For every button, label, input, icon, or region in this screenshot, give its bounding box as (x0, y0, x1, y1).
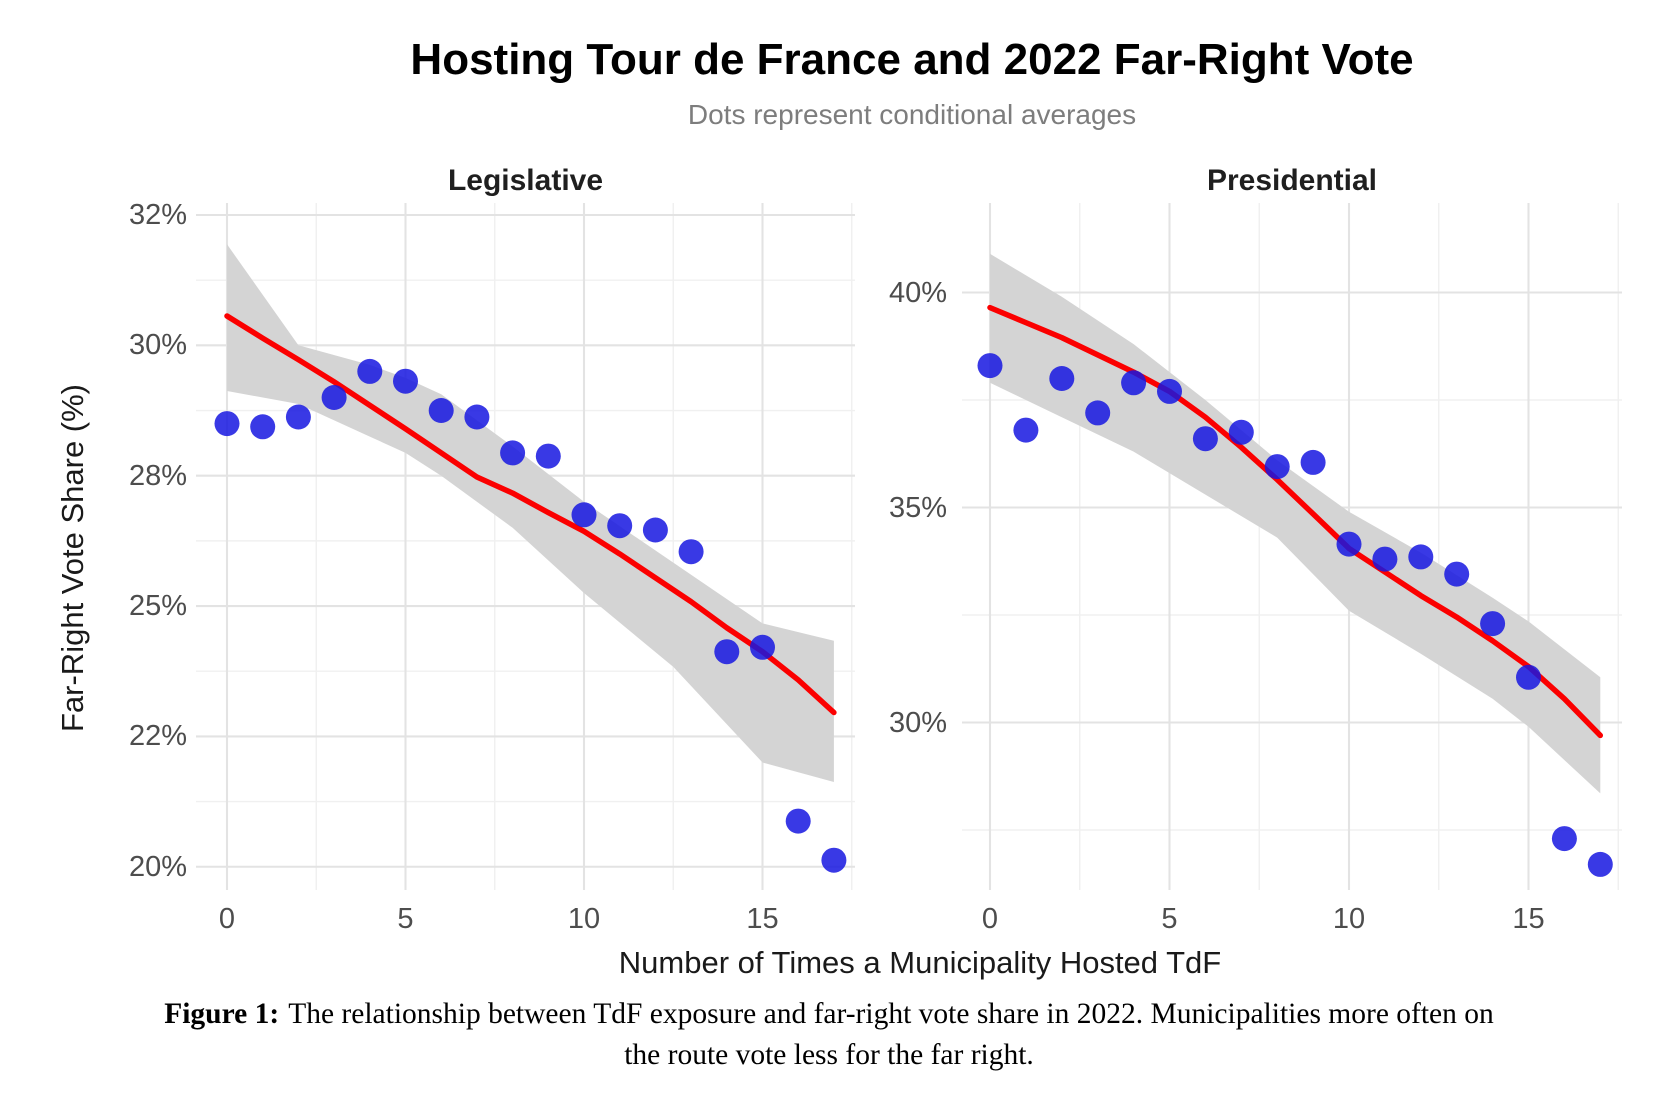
figure-caption: Figure 1: The relationship between TdF ex… (0, 994, 1658, 1076)
confidence-band (227, 244, 834, 783)
caption-label: Figure 1: (164, 998, 280, 1030)
data-point (1336, 531, 1362, 557)
data-point (464, 404, 490, 430)
data-point (1192, 426, 1218, 452)
data-point (642, 517, 668, 543)
data-point (250, 414, 276, 440)
data-point (977, 353, 1003, 379)
y-tick-label: 22% (128, 720, 187, 753)
data-point (1085, 400, 1111, 426)
trend-line (224, 313, 837, 716)
y-tick-label: 40% (888, 276, 947, 309)
data-point (428, 398, 454, 423)
data-point (393, 368, 418, 394)
chart-subtitle: Dots represent conditional averages (687, 99, 1137, 130)
x-tick-label: 10 (567, 903, 601, 935)
data-point (1013, 417, 1039, 443)
data-point (785, 808, 811, 834)
x-tick-label: 10 (1332, 903, 1366, 935)
y-tick-label: 32% (128, 199, 187, 231)
caption-line-2: the route vote less for the far right. (624, 1039, 1034, 1071)
data-point (1157, 378, 1182, 404)
caption-line-1: Figure 1: The relationship between TdF ex… (164, 998, 1494, 1030)
y-tick-label: 20% (128, 850, 187, 883)
data-point (714, 639, 740, 665)
data-point (1444, 561, 1470, 587)
data-point (535, 443, 561, 469)
x-tick-label: 0 (981, 903, 999, 935)
data-point (357, 358, 383, 384)
y-tick-label: 30% (128, 329, 187, 362)
y-axis-title: Far-Right Vote Share (%) (55, 383, 90, 733)
data-point (1408, 544, 1434, 570)
y-tick-label: 28% (128, 459, 187, 492)
data-point (1121, 370, 1147, 396)
data-point (1587, 851, 1613, 877)
x-tick-label: 5 (397, 903, 414, 935)
y-tick-label: 35% (888, 491, 947, 524)
x-axis-title: Number of Times a Municipality Hosted Td… (618, 945, 1222, 980)
y-tick-label: 30% (888, 706, 947, 739)
panel-title-legislative: Legislative (447, 164, 604, 197)
data-point (1264, 454, 1290, 480)
data-point (571, 502, 597, 528)
x-tick-label: 15 (1512, 903, 1545, 935)
x-tick-label: 15 (746, 903, 779, 935)
confidence-band (990, 253, 1601, 794)
x-tick-label: 5 (1161, 903, 1178, 935)
panel-legislative-plot (196, 203, 855, 890)
data-point (1551, 826, 1577, 852)
trend-line (987, 304, 1604, 739)
panel-title-presidential: Presidential (1206, 164, 1378, 197)
data-point (1480, 611, 1506, 637)
data-point (1516, 664, 1541, 690)
data-point (214, 411, 240, 437)
data-point (607, 513, 633, 539)
data-point (285, 404, 311, 430)
data-point (1300, 449, 1326, 475)
data-point (500, 440, 526, 466)
panel-presidential-plot (962, 203, 1622, 890)
y-tick-label: 25% (128, 590, 187, 623)
data-point (321, 385, 347, 410)
data-point (1049, 366, 1075, 391)
x-tick-label: 0 (218, 903, 236, 935)
data-point (750, 634, 775, 660)
data-point (1372, 546, 1398, 572)
data-point (1228, 419, 1254, 445)
data-point (678, 539, 704, 565)
data-point (821, 847, 847, 873)
chart-title: Hosting Tour de France and 2022 Far-Righ… (410, 35, 1414, 84)
